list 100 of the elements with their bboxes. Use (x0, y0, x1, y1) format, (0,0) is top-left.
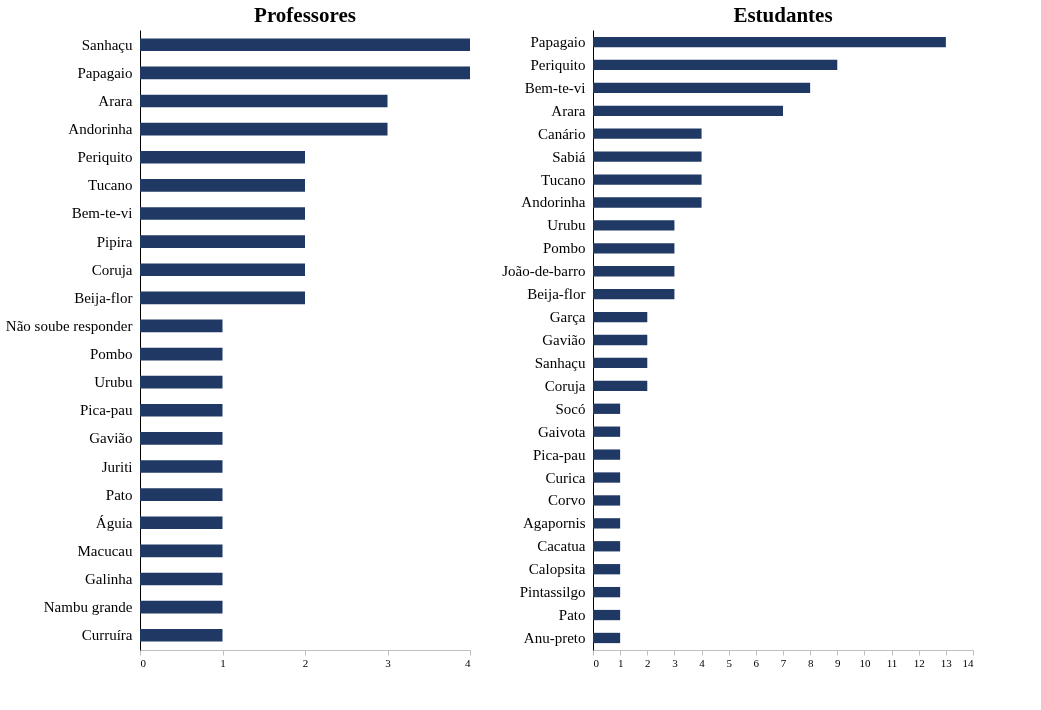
x-tick-label: 3 (672, 656, 679, 669)
bar (140, 291, 305, 305)
y-tick-label: Tucano (88, 177, 133, 194)
y-tick-label: Coruja (91, 261, 133, 278)
x-tick-label: 8 (807, 656, 814, 669)
bar (593, 518, 621, 529)
x-tick-label: 0 (593, 656, 600, 669)
y-tick-label: Andorinha (521, 194, 586, 211)
bar (593, 59, 838, 71)
y-tick-label: Garça (549, 309, 586, 326)
y-tick-label: Sabiá (552, 148, 586, 165)
bar (593, 541, 621, 552)
bar (593, 82, 811, 94)
bar (140, 179, 305, 192)
bar (140, 432, 223, 445)
bar (140, 263, 305, 277)
bar (140, 207, 305, 220)
bar (593, 357, 648, 369)
y-tick-label: Pato (105, 486, 133, 503)
y-tick-label: Pombo (542, 240, 586, 257)
y-tick-label: Pintassilgo (519, 584, 586, 601)
bar (140, 572, 223, 586)
x-tick-label: 9 (835, 656, 842, 669)
bar (593, 586, 621, 598)
y-tick-label: Arara (551, 102, 586, 119)
bar (140, 375, 223, 389)
x-tick-label: 7 (780, 656, 787, 669)
y-tick-label: Calopsita (528, 561, 586, 578)
y-tick-label: Curica (545, 469, 586, 486)
y-tick-label: Beija-flor (74, 289, 133, 306)
bar (140, 94, 388, 108)
y-tick-label: Urubu (94, 374, 133, 391)
bar (140, 544, 223, 558)
bar (593, 105, 783, 116)
y-tick-label: Pipira (96, 233, 133, 250)
x-tick-label: 4 (465, 656, 471, 669)
y-tick-label: Gavião (542, 332, 586, 348)
chart-title: Estudantes (733, 3, 833, 27)
bar (593, 403, 621, 414)
bar (593, 472, 621, 483)
bar (593, 266, 675, 277)
x-tick-label: 2 (645, 656, 651, 669)
bar (593, 449, 621, 460)
bar (593, 36, 946, 48)
bar (140, 403, 223, 417)
y-tick-label: Corvo (548, 492, 586, 509)
y-tick-label: Papagaio (530, 34, 586, 51)
bar (593, 151, 702, 162)
y-tick-label: Nambu grande (43, 599, 133, 616)
x-tick-label: 13 (940, 656, 953, 669)
y-tick-label: Pato (558, 607, 586, 624)
y-tick-label: Canário (538, 125, 586, 142)
y-tick-label: Agapornis (523, 515, 586, 532)
bar (140, 235, 305, 248)
bar (593, 495, 621, 506)
bar (593, 174, 702, 185)
y-tick-label: Bem-te-vi (524, 79, 586, 96)
y-tick-label: Arara (98, 93, 133, 109)
bar (140, 319, 223, 333)
bar (593, 609, 621, 621)
y-tick-label: Coruja (544, 377, 586, 394)
bar (140, 516, 223, 530)
x-tick-label: 3 (385, 656, 392, 669)
bar (593, 128, 702, 139)
y-tick-label: Andorinha (68, 121, 133, 138)
y-tick-label: Pica-pau (533, 446, 586, 463)
bar (140, 488, 223, 501)
x-tick-label: 2 (302, 656, 309, 669)
y-tick-label: Periquito (77, 149, 133, 166)
bar (140, 628, 223, 642)
x-tick-label: 0 (140, 656, 147, 669)
y-tick-label: Anu-preto (523, 629, 586, 646)
y-tick-label: Beija-flor (527, 286, 586, 303)
y-tick-label: Não soube responder (5, 317, 133, 334)
bar (593, 632, 621, 644)
bar (140, 600, 223, 614)
bar (593, 380, 648, 391)
bar (140, 460, 223, 473)
y-tick-label: Papagaio (77, 64, 133, 81)
y-tick-label: Cacatua (537, 538, 586, 555)
bar (593, 311, 648, 323)
bar (140, 150, 305, 164)
y-tick-label: Urubu (547, 217, 586, 234)
bar (593, 289, 675, 300)
chart-title: Professores (254, 3, 356, 27)
y-tick-label: Águia (95, 514, 133, 531)
y-tick-label: Curruíra (81, 627, 133, 644)
y-tick-label: Galinha (85, 571, 133, 587)
y-tick-label: Tucano (541, 171, 586, 188)
x-tick-label: 6 (753, 656, 760, 669)
y-tick-label: João-de-barro (502, 263, 586, 280)
y-tick-label: Macucau (77, 542, 133, 559)
y-tick-label: Gavião (89, 430, 133, 447)
bar (140, 38, 470, 52)
bar (140, 66, 470, 80)
bar (593, 426, 621, 437)
bar (593, 220, 675, 231)
x-tick-label: 12 (913, 656, 925, 669)
y-tick-label: Sanhaçu (81, 36, 133, 53)
bar (140, 347, 223, 361)
